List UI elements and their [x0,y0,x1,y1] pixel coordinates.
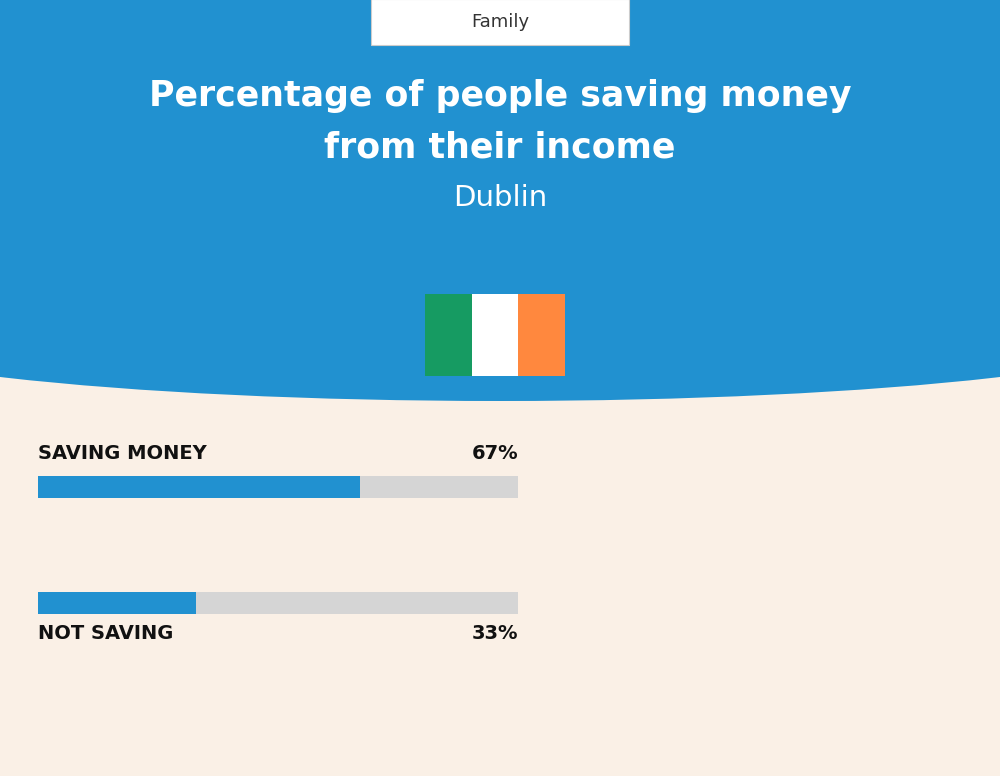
Bar [38,592,196,614]
Text: from their income: from their income [324,131,676,165]
Bar [0,0,1000,321]
Bar [38,476,518,498]
Bar [425,294,472,376]
Bar [472,294,518,376]
Ellipse shape [0,241,1000,401]
Bar [38,592,518,614]
Bar [518,294,565,376]
Text: Family: Family [471,13,529,32]
Text: Dublin: Dublin [453,184,547,212]
Text: 33%: 33% [472,624,518,643]
Bar [38,476,360,498]
Text: Percentage of people saving money: Percentage of people saving money [149,79,851,113]
Text: NOT SAVING: NOT SAVING [38,624,173,643]
Text: SAVING MONEY: SAVING MONEY [38,444,207,463]
FancyBboxPatch shape [371,0,629,45]
Text: 67%: 67% [471,444,518,463]
